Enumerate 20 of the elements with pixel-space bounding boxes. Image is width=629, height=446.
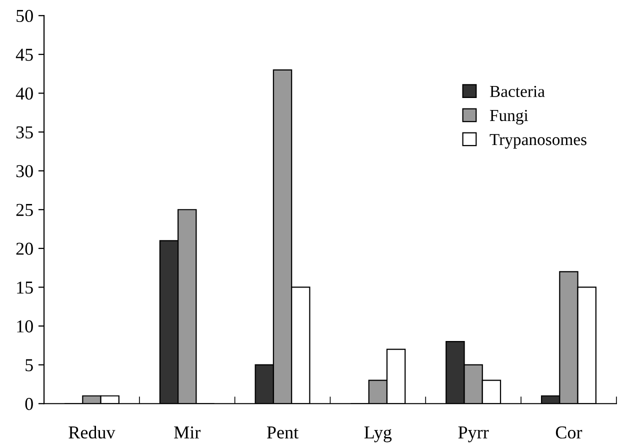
- x-tick-label: Lyg: [364, 426, 392, 442]
- x-tick-label: Pent: [266, 426, 298, 439]
- y-tick-label: 30: [16, 165, 33, 178]
- legend-label: Fungi: [490, 110, 528, 125]
- y-tick-label: 40: [16, 87, 33, 100]
- y-tick-label: 35: [16, 126, 33, 138]
- y-tick-label: 10: [17, 320, 33, 332]
- y-tick-label: 20: [16, 242, 33, 255]
- x-tick-label: Cor: [556, 426, 582, 439]
- y-tick-label: 0: [25, 398, 33, 410]
- legend-label: Trypanosomes: [490, 134, 586, 149]
- y-tick-label: 5: [26, 359, 33, 372]
- x-tick-label: Reduv: [68, 426, 116, 439]
- x-tick-label: Mir: [174, 426, 201, 438]
- y-tick-label: 50: [16, 10, 33, 22]
- y-tick-label: 15: [17, 282, 33, 294]
- x-tick-label: Pyrr: [458, 426, 489, 442]
- legend-label: Bacteria: [490, 86, 545, 98]
- y-tick-label: 25: [16, 204, 33, 216]
- y-tick-label: 45: [16, 48, 33, 61]
